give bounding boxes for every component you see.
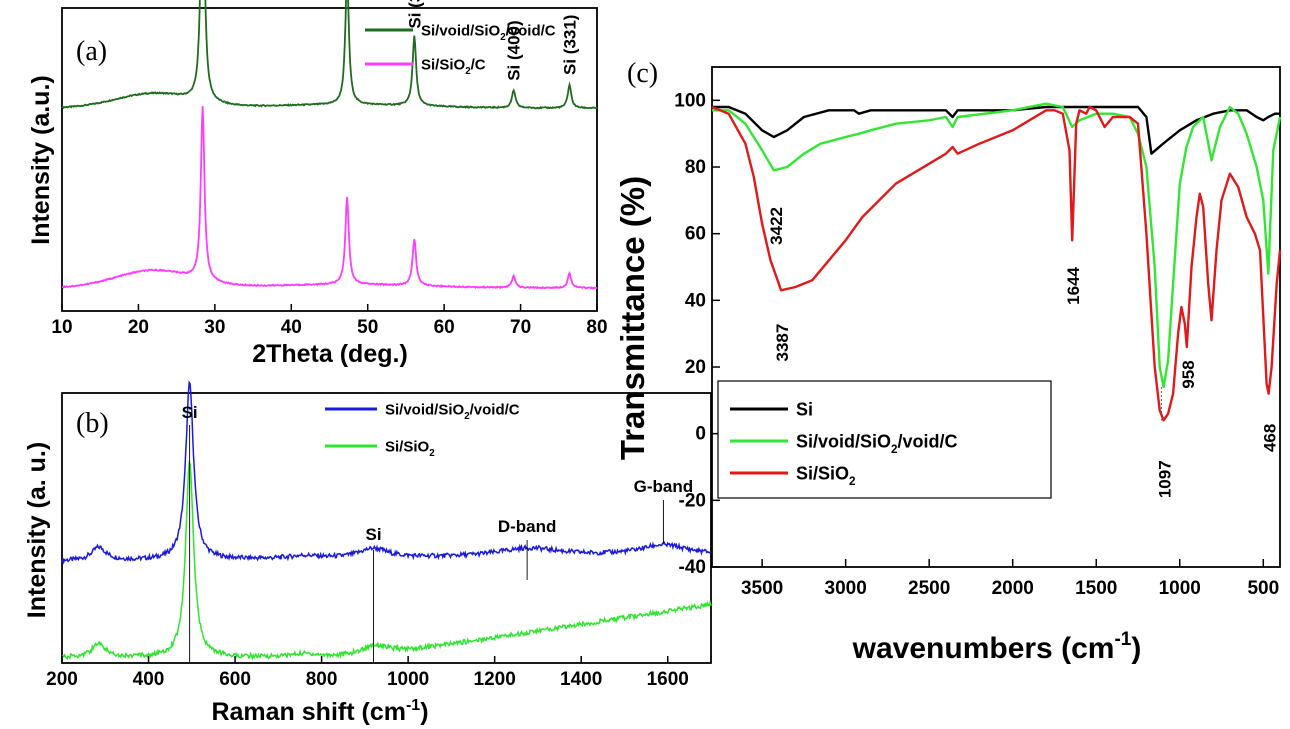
panel-a-y-axis-label: Intensity (a.u.) <box>27 75 55 244</box>
panel-b-series-line-1 <box>61 459 712 661</box>
panel-c-series-group <box>711 102 1282 422</box>
panel-b-x-tick-label: 800 <box>306 669 338 690</box>
panel-c-x-tick-label: 1000 <box>1159 578 1201 599</box>
panel-b-x-tick-label: 1400 <box>560 669 602 690</box>
panel-b-band-markers: Si Si D-band G-band <box>182 403 694 663</box>
panel-c-y-ticks: -40 -20 0 20 40 60 80 100 <box>674 90 720 578</box>
panel-c-legend-item-2-label: Si/SiO2 <box>796 463 856 487</box>
panel-b-y-axis-label: Intensity (a. u.) <box>23 442 51 618</box>
panel-b-x-tick-label: 1600 <box>647 669 689 690</box>
panel-a-legend: Si/void/SiO2/void/C Si/SiO2/C <box>365 22 556 77</box>
panel-c-y-tick-label: 100 <box>674 90 706 111</box>
panel-a-peak-labels: Si (111)Si (220)Si (311)Si (400)Si (331) <box>405 0 579 81</box>
panel-a-x-tick-label: 80 <box>586 317 607 338</box>
panel-c-x-ticks: 3500 3000 2500 2000 1500 1000 500 <box>741 559 1279 599</box>
panel-a-series-line-0 <box>61 0 598 110</box>
panel-a-x-tick-label: 20 <box>128 317 149 338</box>
panel-a-x-axis-label: 2Theta (deg.) <box>252 340 408 368</box>
panel-a-legend-item-0-label: Si/void/SiO2/void/C <box>421 22 556 43</box>
panel-c-y-tick-label: 40 <box>685 290 706 311</box>
panel-c-y-tick-label: 0 <box>695 424 706 445</box>
panel-b-x-tick-label: 200 <box>46 669 78 690</box>
panel-b-series-line-0 <box>61 380 712 565</box>
panel-b-band-label: D-band <box>498 517 557 536</box>
panel-c-series-line-0 <box>712 105 1280 155</box>
panel-b-band-label: Si <box>365 525 381 544</box>
panel-a-x-tick-label: 60 <box>434 317 455 338</box>
panel-a-x-tick-label: 40 <box>281 317 302 338</box>
panel-a-label: (a) <box>76 36 107 67</box>
panel-a-series-line-1 <box>62 106 598 290</box>
panel-b-band-label: Si <box>182 403 198 422</box>
panel-c-legend: Si Si/void/SiO2/void/C Si/SiO2 <box>717 380 1052 499</box>
panel-c-legend-item-1-label: Si/void/SiO2/void/C <box>796 431 958 455</box>
panel-b-raman-chart: 200 400 600 800 1000 1200 1400 1600 Si Si D-band G… <box>23 380 712 726</box>
panel-c-peak-annotation: 958 <box>1179 360 1198 388</box>
panel-c-y-tick-label: -40 <box>679 557 706 578</box>
panel-b-label: (b) <box>76 408 109 439</box>
panel-b-x-tick-label: 1000 <box>387 669 429 690</box>
panel-a-x-ticks: 10 20 30 40 50 60 70 80 <box>51 304 608 338</box>
panel-b-x-tick-label: 400 <box>133 669 165 690</box>
panel-b-plot-frame <box>61 392 712 664</box>
panel-c-peak-annotation: 468 <box>1261 424 1280 452</box>
panel-c-peak-annotation: 1097 <box>1156 460 1175 498</box>
panel-a-x-tick-label: 70 <box>510 317 531 338</box>
panel-b-band-label: G-band <box>634 477 694 496</box>
panel-c-ftir-chart: 3500 3000 2500 2000 1500 1000 500 -40 -20 0 20 40 6… <box>614 58 1282 665</box>
panel-a-peak-label: Si (400) <box>505 20 524 80</box>
panel-c-peak-annotation: 3422 <box>767 207 786 245</box>
panel-b-x-axis-label: Raman shift (cm-1) <box>211 697 428 726</box>
panel-b-series-group <box>61 380 712 661</box>
panel-a-x-tick-label: 50 <box>357 317 378 338</box>
panel-c-peak-annotations: 3422 3387 1644 1097 958 468 <box>767 207 1279 498</box>
panel-b-x-ticks: 200 400 600 800 1000 1200 1400 1600 <box>46 656 689 690</box>
panel-a-x-tick-label: 10 <box>51 317 72 338</box>
panel-c-x-tick-label: 1500 <box>1075 578 1117 599</box>
panel-c-y-axis-label: Transmittance (%) <box>614 176 651 460</box>
panel-c-label: (c) <box>627 58 658 89</box>
panel-a-peak-label: Si (311) <box>405 0 424 29</box>
panel-c-y-tick-label: 20 <box>685 357 706 378</box>
panel-a-legend-item-1-label: Si/SiO2/C <box>421 56 486 77</box>
panel-c-y-tick-label: -20 <box>679 490 706 511</box>
panel-c-plot-frame <box>711 66 1281 568</box>
panel-c-peak-annotation: 3387 <box>773 324 792 362</box>
panel-c-y-tick-label: 60 <box>685 224 706 245</box>
panel-b-legend: Si/void/SiO2/void/C Si/SiO2 <box>325 401 520 459</box>
panel-b-legend-item-1-label: Si/SiO2 <box>385 438 435 459</box>
panel-a-plot-frame <box>61 7 598 312</box>
panel-b-legend-item-0-label: Si/void/SiO2/void/C <box>385 401 520 422</box>
panel-c-x-tick-label: 3500 <box>741 578 783 599</box>
panel-a-series-group <box>61 0 598 290</box>
panel-b-x-tick-label: 1200 <box>474 669 516 690</box>
panel-c-x-axis-label: wavenumbers (cm-1) <box>852 629 1142 665</box>
panel-c-x-tick-label: 3000 <box>825 578 867 599</box>
panel-c-legend-item-0-label: Si <box>796 399 813 419</box>
panel-c-x-tick-label: 500 <box>1247 578 1279 599</box>
panel-c-y-tick-label: 80 <box>685 157 706 178</box>
panel-c-series-line-2 <box>711 105 1282 422</box>
panel-c-peak-annotation: 1644 <box>1064 266 1083 304</box>
panel-c-series-line-1 <box>712 102 1282 389</box>
panel-a-x-tick-label: 30 <box>204 317 225 338</box>
panel-c-x-tick-label: 2500 <box>908 578 950 599</box>
panel-b-x-tick-label: 600 <box>219 669 251 690</box>
panel-a-peak-label: Si (331) <box>560 15 579 75</box>
panel-c-x-tick-label: 2000 <box>992 578 1034 599</box>
